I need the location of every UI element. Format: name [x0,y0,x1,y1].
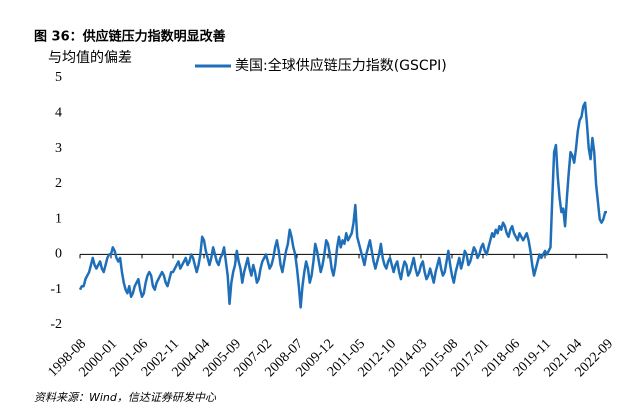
data-line [78,101,607,309]
y-tick-label: 5 [55,70,62,85]
source: 资料来源：Wind，信达证券研发中心 [34,391,217,404]
y-tick-label: 3 [55,141,62,156]
y-tick-label: 2 [55,176,62,191]
y-tick-label: 0 [55,247,62,262]
y-axis-label: 与均值的偏差 [48,50,132,66]
chart-title: 图 36：供应链压力指数明显改善 [34,29,226,45]
legend-label: 美国:全球供应链压力指数(GSCPI) [235,57,447,74]
y-tick-label: 1 [55,211,62,226]
y-tick-label: -2 [50,317,62,332]
y-tick-label: -1 [50,282,62,297]
y-tick-label: 4 [55,106,62,121]
